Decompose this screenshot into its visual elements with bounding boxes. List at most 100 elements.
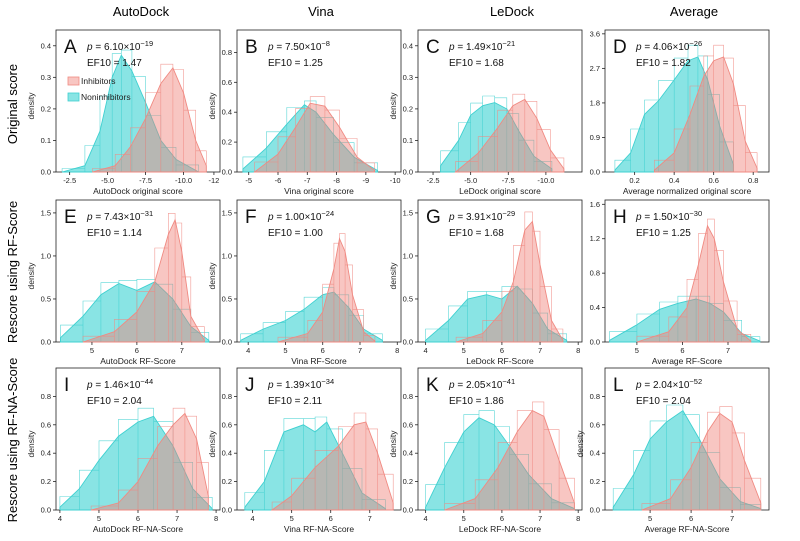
p-value-mantissa: 2.04 (653, 380, 673, 391)
y-tick-label: 0.4 (41, 449, 51, 458)
p-value: p = 1.49×10−21 (448, 39, 515, 53)
row-title-original: Original score (5, 64, 20, 144)
y-tick-label: 0.3 (41, 73, 51, 82)
panel-f: 4 5 6 7 8 0.0 0.5 1.0 1.5 Vina RF-Score density F p … (207, 199, 402, 366)
y-tick-label: 0.2 (403, 104, 413, 113)
y-tick-label: 0.0 (222, 506, 232, 515)
x-tick-label: -10.0 (175, 176, 192, 185)
x-tick-label: 5 (290, 514, 294, 523)
p-value-mantissa: 1.39 (285, 380, 305, 391)
x-tick-label: 5 (90, 346, 94, 355)
x-tick-label: 8 (214, 514, 218, 523)
panel-letter: I (64, 375, 69, 396)
x-axis-label: Vina RF-Score (291, 356, 347, 366)
y-tick-label: 0.6 (403, 420, 413, 429)
x-axis-label: LeDock RF-NA-Score (459, 524, 541, 534)
histogram-outline-inhibitors (636, 218, 752, 342)
ef10-value: EF10 = 2.11 (268, 396, 322, 407)
x-tick-label: -7.5 (502, 176, 515, 185)
p-value-exponent: −30 (689, 209, 702, 218)
y-tick-label: 0.6 (590, 420, 600, 429)
histogram-outline-inhibitors (455, 211, 564, 342)
panel-letter: C (426, 37, 440, 58)
y-tick-label: 3.6 (590, 29, 600, 38)
histogram-outline-inhibitors (92, 63, 207, 172)
p-value-mantissa: 1.46 (104, 380, 124, 391)
x-tick-label: 6 (329, 514, 333, 523)
p-value-mantissa: 2.05 (466, 380, 486, 391)
x-axis-label: Vina original score (284, 186, 354, 196)
x-tick-label: 6 (680, 346, 684, 355)
ef10-value: EF10 = 1.14 (87, 228, 142, 239)
panel-e: 5 6 7 0.0 0.5 1.0 1.5 AutoDock RF-Score density E… (26, 199, 221, 366)
histogram-outline-inhibitors (271, 412, 394, 510)
p-value-mantissa: 4.06 (653, 42, 673, 53)
x-axis-label: LeDock RF-Score (466, 356, 534, 366)
p-value: p = 3.91×10−29 (448, 209, 515, 223)
y-axis-label: density (26, 92, 36, 120)
y-tick-label: 0.6 (222, 78, 232, 87)
x-tick-label: -7 (304, 176, 311, 185)
panel-l: 5 6 7 0.0 0.2 0.4 0.6 0.8 Average RF-NA-Score den… (575, 367, 770, 534)
x-tick-label: 6 (135, 346, 139, 355)
panel-a: -2.5 -5.0 -7.5 -10.0 -12 0.0 0.1 0.2 0.3 0.4 AutoD… (26, 29, 221, 196)
p-value-mantissa: 3.91 (466, 212, 486, 223)
x-tick-label: 5 (283, 346, 287, 355)
y-tick-label: 0.0 (41, 506, 51, 515)
panel-letter: L (613, 375, 624, 396)
column-title-ledock: LeDock (490, 4, 535, 19)
p-value-exponent: −24 (321, 209, 334, 218)
panel-k: 4 5 6 7 8 0.0 0.2 0.4 0.6 0.8 LeDock RF-NA-Score de… (388, 367, 583, 534)
x-tick-label: -10 (390, 176, 401, 185)
p-value-exponent: −29 (502, 209, 515, 218)
x-tick-label: 6 (500, 346, 504, 355)
y-tick-label: 0.9 (590, 133, 600, 142)
panel-g: 4 5 6 7 8 0.0 0.5 1.0 1.5 LeDock RF-Score density G… (388, 199, 583, 366)
panel-d: 0.2 0.4 0.6 0.8 0.0 0.9 1.8 2.7 3.6 Average norma… (590, 29, 770, 196)
x-tick-label: -5 (245, 176, 252, 185)
x-tick-label: 7 (175, 514, 179, 523)
y-tick-label: 0.4 (41, 41, 51, 50)
y-tick-label: 0.8 (41, 392, 51, 401)
x-tick-label: 7 (730, 514, 734, 523)
p-value: p = 2.05×10−41 (448, 377, 515, 391)
x-axis-label: LeDock original score (459, 186, 541, 196)
ef10-value: EF10 = 1.68 (449, 58, 504, 69)
x-tick-label: 0.4 (669, 176, 679, 185)
x-tick-label: 0.2 (629, 176, 639, 185)
row-title-rf-na-score: Rescore using RF-NA-Score (5, 358, 20, 523)
p-value: p = 1.46×10−44 (86, 377, 153, 391)
y-axis-label: density (207, 92, 217, 120)
p-value-exponent: −34 (321, 377, 334, 386)
y-axis-label: density (388, 430, 398, 458)
ef10-value: EF10 = 1.82 (636, 58, 691, 69)
ef10-value: EF10 = 1.00 (268, 228, 323, 239)
histogram-outline-noninhibitors (425, 410, 575, 510)
p-value: p = 1.39×10−34 (267, 377, 334, 391)
x-axis-label: Average normalized original score (623, 186, 752, 196)
x-tick-label: 8 (395, 346, 399, 355)
y-tick-label: 1.5 (403, 208, 413, 217)
y-tick-label: 0.2 (403, 477, 413, 486)
y-tick-label: 0.8 (590, 392, 600, 401)
x-tick-label: 5 (648, 514, 652, 523)
histogram-outline-inhibitors (444, 401, 575, 510)
ef10-value: EF10 = 1.86 (449, 396, 504, 407)
y-tick-label: 0.4 (403, 449, 413, 458)
y-tick-label: 0.4 (590, 449, 600, 458)
p-value: p = 1.00×10−24 (267, 209, 334, 223)
p-value-mantissa: 1.50 (653, 212, 673, 223)
x-tick-label: 7 (368, 514, 372, 523)
column-title-autodock: AutoDock (113, 4, 170, 19)
x-axis-label: Average RF-Score (652, 356, 723, 366)
panel-grid: -2.5 -5.0 -7.5 -10.0 -120.00.10.20.30.4AutoD… (26, 29, 770, 534)
y-tick-label: 0.0 (403, 338, 413, 347)
panel-letter: G (426, 207, 441, 228)
x-tick-label: 5 (462, 346, 466, 355)
panel-letter: J (245, 375, 255, 396)
histogram-outline-inhibitors (90, 407, 209, 510)
y-tick-label: 1.5 (222, 208, 232, 217)
x-tick-label: 8 (576, 346, 580, 355)
histogram-outline-inhibitors (277, 233, 376, 342)
